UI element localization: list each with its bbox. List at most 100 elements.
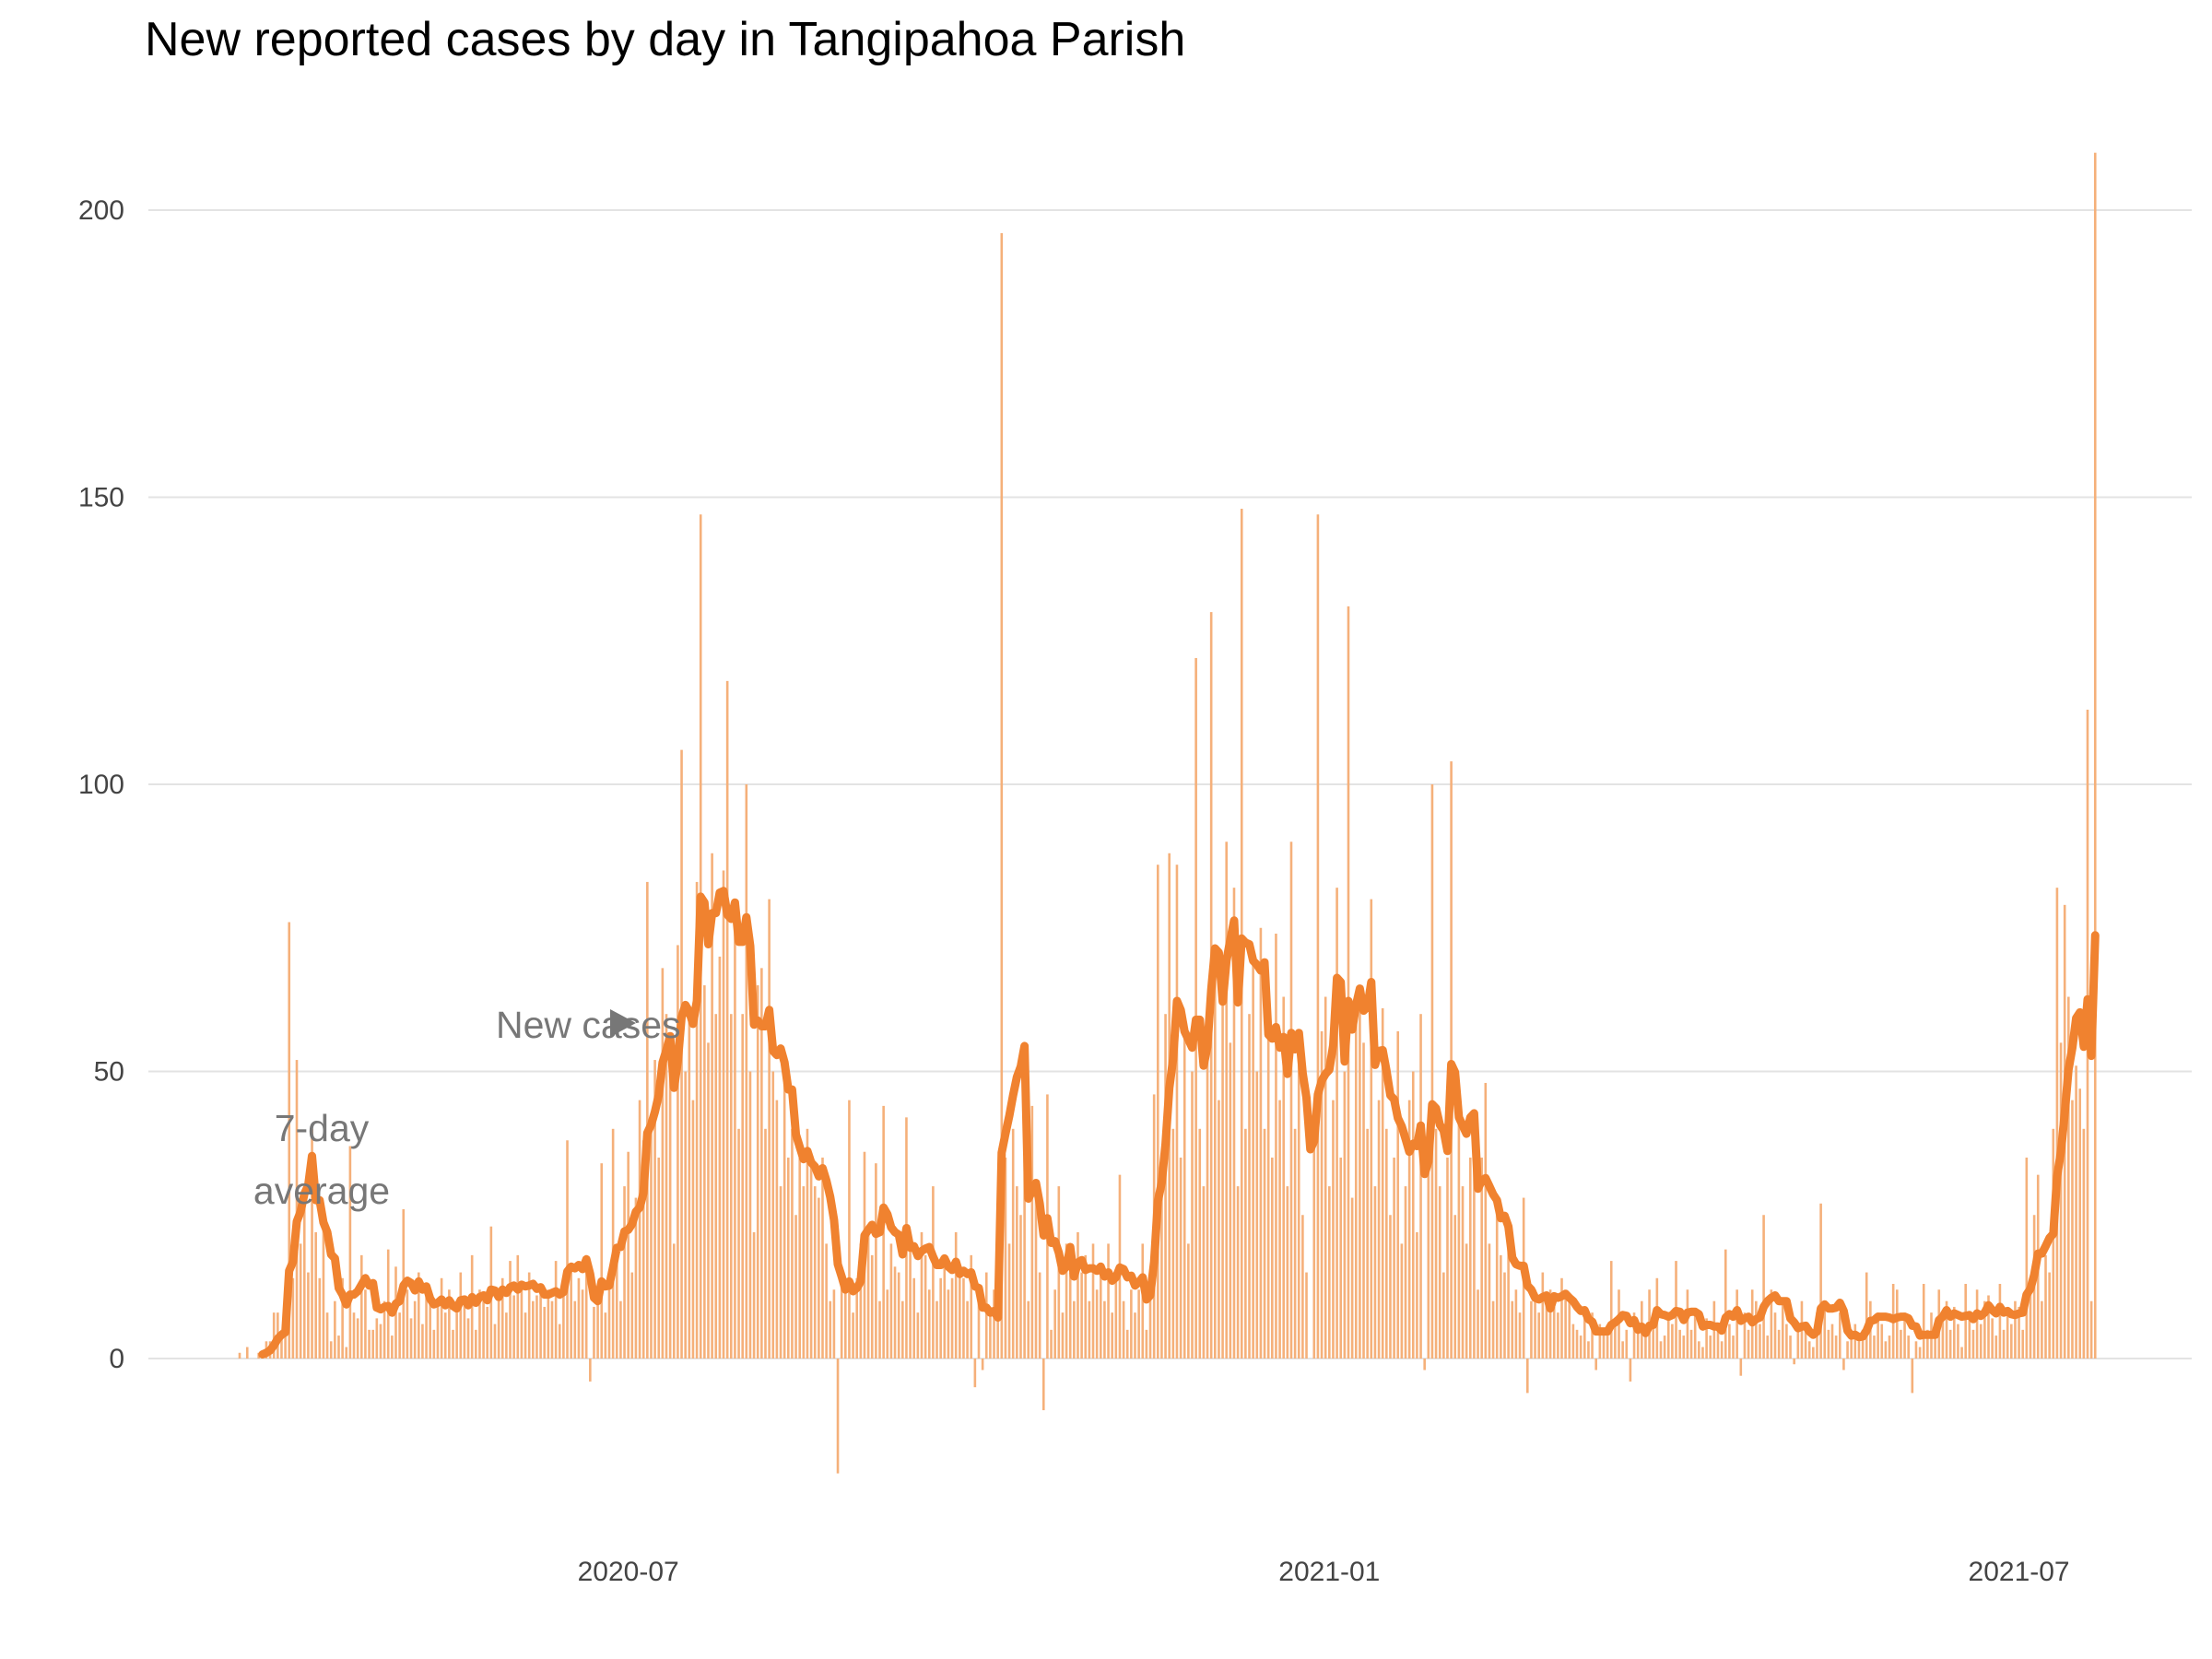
new-cases-bar	[1705, 1318, 1708, 1359]
new-cases-bar	[1770, 1289, 1773, 1359]
new-cases-bar	[440, 1277, 443, 1359]
new-cases-bar	[577, 1277, 581, 1359]
new-cases-bar	[1027, 1300, 1030, 1359]
new-cases-bar	[1362, 1042, 1365, 1359]
new-cases-bar	[897, 1272, 900, 1359]
new-cases-bar	[520, 1289, 524, 1359]
new-cases-bar	[1191, 1071, 1194, 1359]
new-cases-bar	[1080, 1272, 1083, 1359]
new-cases-bar	[1114, 1277, 1118, 1359]
new-cases-bar	[2093, 152, 2097, 1359]
new-cases-bar	[1888, 1335, 1891, 1359]
new-cases-bar	[646, 881, 649, 1359]
new-cases-bar	[1948, 1329, 1952, 1359]
new-cases-bar	[1457, 1100, 1461, 1359]
new-cases-bar	[589, 1359, 592, 1382]
new-cases-bar	[1050, 1329, 1053, 1359]
new-cases-bar	[1111, 1312, 1113, 1359]
new-cases-bar	[764, 1128, 767, 1359]
new-cases-bar	[1759, 1324, 1761, 1359]
new-cases-bar	[1503, 1272, 1506, 1359]
new-cases-bar	[932, 1186, 935, 1359]
new-cases-bar	[627, 1151, 629, 1359]
new-cases-bar	[1895, 1289, 1899, 1359]
new-cases-bar	[532, 1300, 535, 1359]
new-cases-bar	[1107, 1243, 1110, 1359]
new-cases-bar	[284, 1335, 287, 1359]
new-cases-bar	[1065, 1243, 1068, 1359]
new-cases-bar	[1023, 1157, 1026, 1359]
new-cases-bar	[1545, 1300, 1548, 1359]
new-cases-bar	[1636, 1329, 1640, 1359]
new-cases-bar	[1762, 1215, 1765, 1359]
new-cases-bar	[760, 968, 763, 1359]
new-cases-bar	[650, 1128, 653, 1359]
new-cases-bar	[455, 1312, 458, 1359]
new-cases-bar	[607, 1284, 611, 1359]
new-cases-bar	[2002, 1329, 2006, 1359]
new-cases-bar	[325, 1312, 329, 1359]
new-cases-bar	[1218, 1100, 1220, 1359]
new-cases-bar	[1354, 1014, 1358, 1359]
new-cases-bar	[1766, 1335, 1770, 1359]
new-cases-bar	[1278, 1100, 1281, 1359]
new-cases-bar	[1998, 1284, 2002, 1359]
new-cases-bar	[916, 1312, 920, 1359]
new-cases-bar	[1568, 1300, 1571, 1359]
new-cases-bar	[1537, 1312, 1540, 1359]
new-cases-bar	[1019, 1215, 1022, 1359]
new-cases-bar	[886, 1289, 889, 1359]
new-cases-bar	[1099, 1272, 1102, 1359]
new-cases-bar	[1423, 1359, 1426, 1371]
new-cases-bar	[1244, 1128, 1247, 1359]
annotations: 7-day average New cases	[253, 1004, 681, 1212]
new-cases-bar	[794, 1215, 797, 1359]
new-cases-bar	[1846, 1341, 1849, 1359]
new-cases-bar	[771, 1071, 775, 1359]
new-cases-bar	[703, 985, 706, 1359]
new-cases-bar	[1339, 1157, 1343, 1359]
new-cases-bar	[1484, 1082, 1488, 1359]
new-cases-bar	[1755, 1300, 1758, 1359]
x-tick-label: 2021-01	[1278, 1557, 1380, 1587]
new-cases-bar	[832, 1289, 836, 1359]
new-cases-bar	[1488, 1243, 1491, 1359]
new-cases-bar	[2029, 1289, 2032, 1359]
new-cases-bar	[1873, 1335, 1876, 1359]
new-cases-bar	[1491, 1300, 1495, 1359]
new-cases-bar	[429, 1295, 431, 1359]
new-cases-bar	[1252, 956, 1254, 1359]
new-cases-bar	[345, 1347, 348, 1359]
new-cases-bar	[1911, 1359, 1914, 1394]
new-cases-bar	[1652, 1324, 1655, 1359]
new-cases-bar	[1926, 1329, 1929, 1359]
new-cases-bar	[1328, 1186, 1331, 1359]
new-cases-bar	[2082, 1128, 2086, 1359]
new-cases-bar	[935, 1300, 938, 1359]
new-cases-bar	[889, 1243, 893, 1359]
new-cases-bar	[653, 1060, 656, 1359]
new-cases-bar	[725, 680, 729, 1359]
new-cases-bar	[691, 1100, 695, 1359]
new-cases-bar	[1068, 1272, 1072, 1359]
new-cases-bar	[737, 1128, 740, 1359]
new-cases-bar	[848, 1100, 851, 1359]
new-cases-bar	[1991, 1318, 1994, 1359]
new-cases-bar	[1975, 1289, 1979, 1359]
new-cases-bar	[1629, 1359, 1632, 1382]
new-cases-bar	[977, 1289, 981, 1359]
new-cases-bar	[478, 1289, 481, 1359]
new-cases-bar	[443, 1312, 447, 1359]
annotation-arrow-icon	[610, 1009, 636, 1037]
new-cases-bar	[802, 1186, 806, 1359]
new-cases-bar	[1541, 1272, 1545, 1359]
new-cases-bar	[1983, 1300, 1986, 1359]
new-cases-bar	[1434, 1128, 1438, 1359]
new-cases-bar	[684, 1071, 687, 1359]
new-cases-bar	[1987, 1295, 1990, 1359]
new-cases-bar	[1312, 1128, 1316, 1359]
new-cases-bar	[554, 1261, 558, 1359]
new-cases-bar	[2041, 1300, 2043, 1359]
new-cases-bar	[1587, 1341, 1590, 1359]
new-cases-bar	[1370, 899, 1373, 1359]
